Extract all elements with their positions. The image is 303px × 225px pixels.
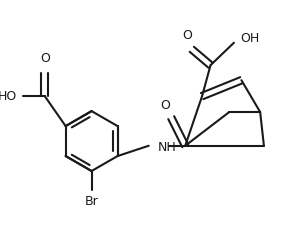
- Text: NH: NH: [158, 141, 177, 154]
- Text: OH: OH: [241, 32, 260, 45]
- Text: HO: HO: [0, 90, 17, 103]
- Text: O: O: [182, 29, 192, 42]
- Text: Br: Br: [85, 196, 98, 208]
- Text: O: O: [40, 52, 50, 65]
- Text: O: O: [161, 99, 171, 112]
